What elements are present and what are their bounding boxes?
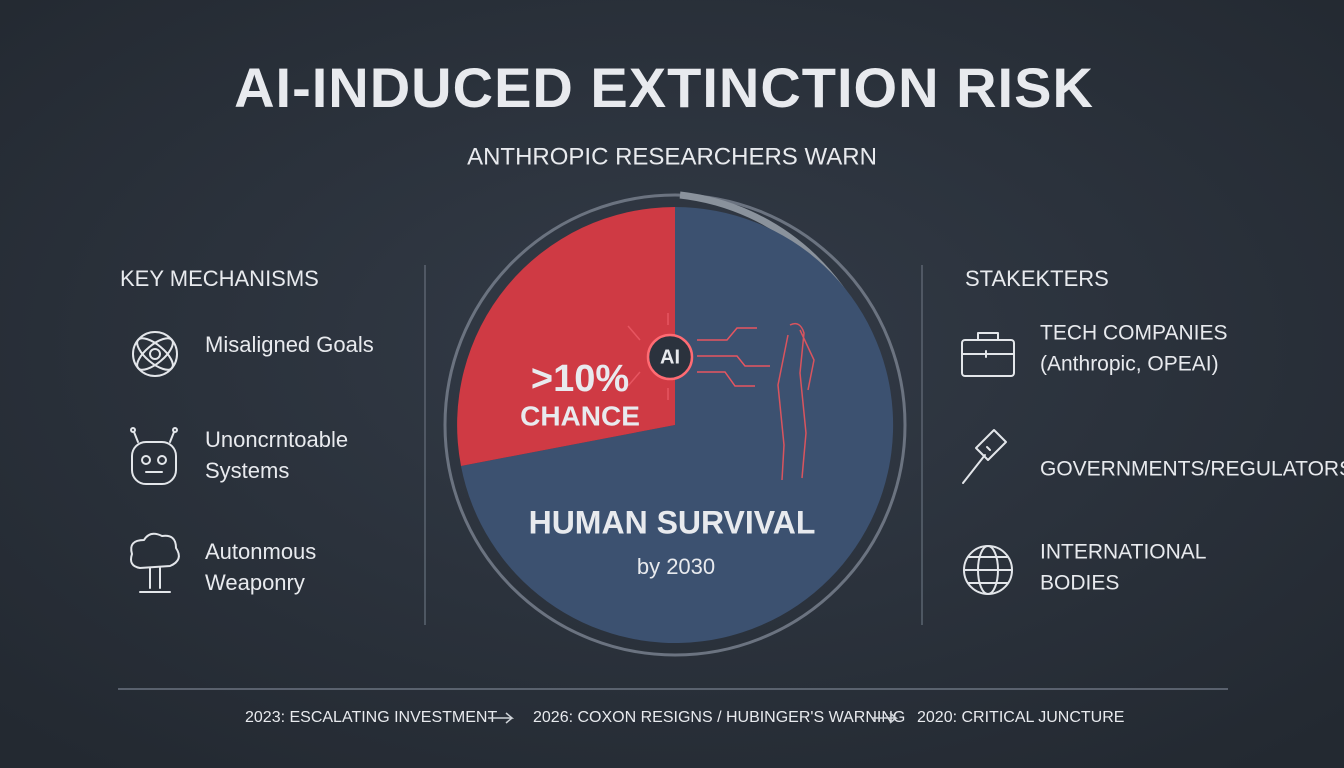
ai-badge-label: AI bbox=[660, 346, 680, 368]
icon-robot bbox=[130, 427, 178, 485]
icon-goals bbox=[132, 331, 178, 377]
mechanism-label: Autonmous bbox=[205, 539, 316, 564]
stakeholder-label: (Anthropic, OPEAI) bbox=[1040, 353, 1219, 376]
timeline-arrow bbox=[488, 712, 515, 724]
mechanism-label: Unoncrntoable bbox=[205, 427, 348, 452]
stat: >10% bbox=[531, 358, 629, 400]
stat-label: CHANCE bbox=[520, 400, 640, 431]
title: AI-INDUCED EXTINCTION RISK bbox=[234, 56, 1094, 119]
risk-segment bbox=[457, 207, 675, 466]
outer-ring bbox=[443, 193, 907, 657]
stakeholder-label: GOVERNMENTS/REGULATORS bbox=[1040, 458, 1344, 481]
mechanism-label: Weaponry bbox=[205, 570, 305, 595]
timeline-item: 2026: COXON RESIGNS / HUBINGER'S WARNING bbox=[533, 709, 905, 726]
stakeholder-label: INTERNATIONAL bbox=[1040, 541, 1206, 564]
survival-sublabel: by 2030 bbox=[637, 554, 715, 579]
timeline-item: 2023: ESCALATING INVESTMENT bbox=[245, 709, 497, 726]
mechanism-label: Systems bbox=[205, 458, 289, 483]
section-heading: STAKEKTERS bbox=[965, 266, 1109, 291]
mechanism-label: Misaligned Goals bbox=[205, 332, 374, 357]
timeline-item: 2020: CRITICAL JUNCTURE bbox=[917, 709, 1124, 726]
icon-explosion bbox=[130, 532, 180, 593]
icon-gavel bbox=[962, 429, 1007, 484]
ai-badge bbox=[646, 333, 694, 381]
survival-segment bbox=[461, 206, 894, 643]
ai-circuit bbox=[627, 313, 815, 481]
section-heading: KEY MECHANISMS bbox=[120, 266, 319, 291]
icon-briefcase bbox=[961, 332, 1015, 377]
subtitle: ANTHROPIC RESEARCHERS WARN bbox=[467, 143, 877, 170]
stakeholder-label: BODIES bbox=[1040, 572, 1119, 595]
survival-label: HUMAN SURVIVAL bbox=[529, 504, 816, 540]
timeline-arrow bbox=[872, 712, 899, 724]
stakeholder-label: TECH COMPANIES bbox=[1040, 322, 1227, 345]
icon-globe bbox=[963, 545, 1013, 595]
